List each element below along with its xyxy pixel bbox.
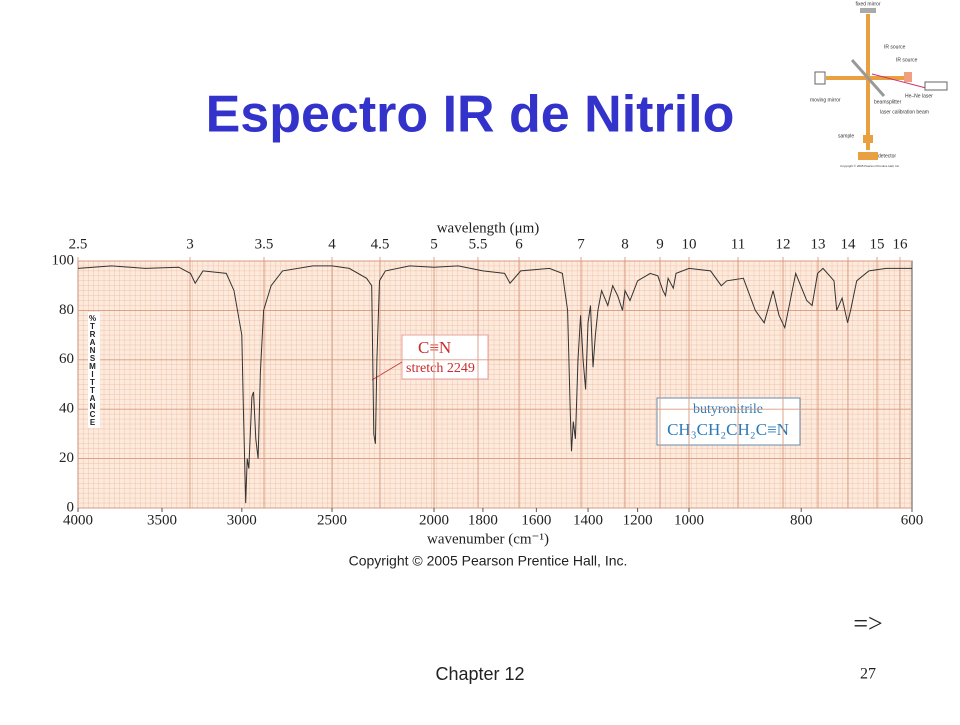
- x2-tick-label: 4.5: [371, 236, 390, 252]
- compound-box: [656, 397, 801, 446]
- x-tick-label: 2500: [317, 512, 347, 528]
- x-tick-label: 1600: [521, 512, 551, 528]
- x2-axis-label: wavelength (μm): [437, 220, 540, 236]
- instrument-label: IR source: [884, 44, 906, 50]
- x-tick-label: 1800: [468, 512, 498, 528]
- y-axis-label: %TRANSMITTANCE: [88, 312, 100, 428]
- x2-tick-label: 2.5: [69, 236, 88, 252]
- y-tick-label: 60: [59, 351, 74, 367]
- x2-tick-label: 4: [328, 236, 336, 252]
- x2-tick-label: 10: [682, 236, 697, 252]
- annotation: C≡N: [418, 338, 451, 357]
- instrument-label: He–Ne laser: [905, 93, 933, 99]
- instrument-label: beamsplitter: [874, 99, 902, 105]
- x2-tick-label: 15: [870, 236, 885, 252]
- chapter: Chapter 12: [435, 664, 524, 684]
- x2-tick-label: 8: [621, 236, 629, 252]
- instrument-label: IR source: [896, 57, 918, 63]
- compound-name: butyronitrile: [693, 402, 763, 417]
- y-tick-label: 80: [59, 302, 74, 318]
- instrument-label: moving mirror: [810, 97, 841, 103]
- x2-tick-label: 11: [731, 236, 745, 252]
- compound-formula: CH₃CH₂CH₂C≡N: [667, 420, 789, 439]
- instrument-label: sample: [838, 133, 854, 139]
- x-tick-label: 1000: [674, 512, 704, 528]
- x-tick-label: 3000: [227, 512, 257, 528]
- instrument-label: fixed mirror: [855, 1, 880, 7]
- x-tick-label: 1200: [623, 512, 653, 528]
- spectrum-line: [77, 265, 912, 504]
- x-tick-label: 2000: [419, 512, 449, 528]
- x2-tick-label: 13: [811, 236, 826, 252]
- x-tick-label: 600: [901, 512, 924, 528]
- y-tick-label: 0: [67, 499, 75, 515]
- instrument-diagram: fixed mirror IR source IR source He–Ne l…: [810, 1, 948, 168]
- x-axis-label: wavenumber (cm⁻¹): [427, 531, 549, 547]
- x2-tick-label: 16: [893, 236, 909, 252]
- instrument-label: laser calibration beam: [880, 109, 929, 115]
- x2-tick-label: 3.5: [255, 236, 274, 252]
- next-arrow: =>: [853, 609, 882, 638]
- slide-title: Espectro IR de Nitrilo: [206, 86, 735, 144]
- x2-tick-label: 6: [515, 236, 523, 252]
- x2-tick-label: 5.5: [469, 236, 488, 252]
- x2-tick-label: 12: [776, 236, 791, 252]
- x2-tick-label: 14: [841, 236, 857, 252]
- x-tick-label: 3500: [147, 512, 177, 528]
- y-tick-label: 40: [59, 401, 74, 417]
- y-tick-label: 20: [59, 450, 74, 466]
- x2-tick-label: 5: [430, 236, 438, 252]
- instrument-label: detector: [878, 153, 896, 159]
- y-tick-label: 100: [52, 252, 75, 268]
- x2-tick-label: 9: [656, 236, 664, 252]
- x-tick-label: 4000: [63, 512, 93, 528]
- annotation-box: [401, 334, 489, 380]
- x2-tick-label: 7: [577, 236, 585, 252]
- annotation: stretch 2249: [406, 361, 475, 376]
- x-tick-label: 800: [790, 512, 813, 528]
- x2-tick-label: 3: [186, 236, 194, 252]
- x-tick-label: 1400: [573, 512, 603, 528]
- copyright: Copyright © 2005 Pearson Prentice Hall, …: [349, 553, 628, 569]
- instrument-copyright: Copyright © 2005 Pearson Prentice Hall, …: [840, 164, 900, 168]
- page-number: 27: [860, 666, 876, 683]
